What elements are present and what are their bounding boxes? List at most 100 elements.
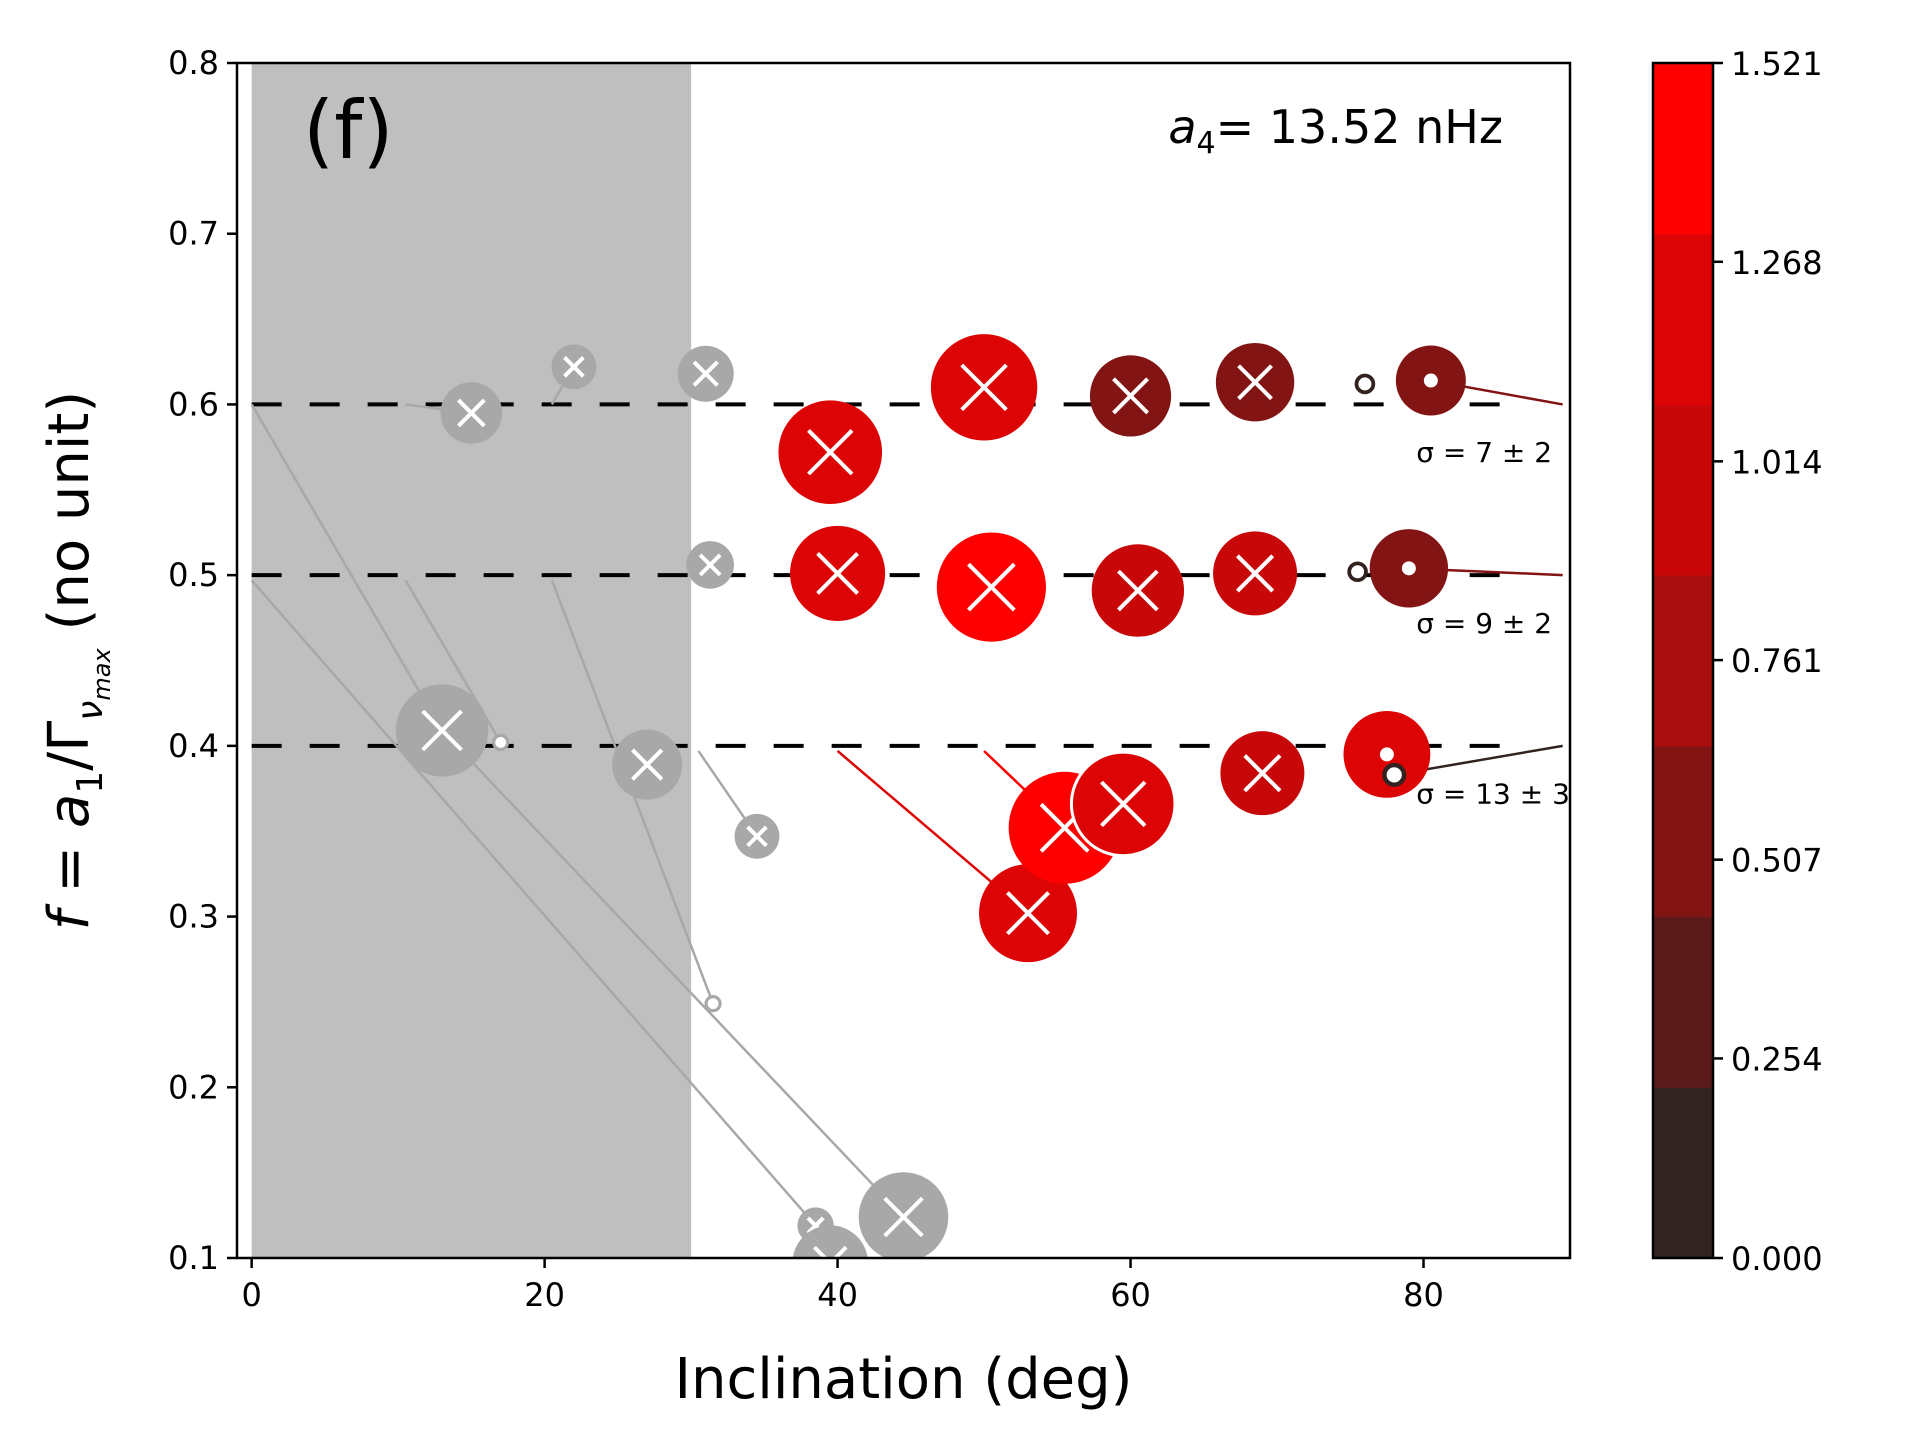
- point-ring: [492, 733, 510, 752]
- x-tick-label: 0: [241, 1276, 261, 1314]
- colorbar-segment-4: [1653, 404, 1713, 576]
- sigma-label-2: σ = 13 ± 3: [1416, 778, 1570, 811]
- data-point-4: [395, 684, 489, 777]
- point-ring: [1354, 373, 1376, 395]
- cross-stroke: [1237, 364, 1273, 401]
- x-tick-label: 60: [1110, 1276, 1151, 1314]
- colorbar-tick-label: 0.507: [1731, 842, 1823, 880]
- ylabel-prefix: f = a: [37, 794, 102, 931]
- data-point-21: [1213, 531, 1298, 616]
- colorbar-tick-label: 1.268: [1731, 244, 1823, 282]
- y-tick-label: 0.2: [168, 1068, 219, 1106]
- colorbar-tick-label: 0.254: [1731, 1040, 1823, 1078]
- cross-stroke: [807, 429, 854, 476]
- colorbar-tick-label: 1.014: [1731, 443, 1823, 481]
- point-dot: [1401, 561, 1416, 576]
- data-point-3: [686, 541, 734, 589]
- colorbar-segment-3: [1653, 575, 1713, 747]
- data-point-23: [1369, 529, 1449, 608]
- colorbar-segment-1: [1653, 916, 1713, 1088]
- colorbar-tick-label: 0.000: [1731, 1240, 1823, 1278]
- colorbar: 0.000 0.254 0.507 0.761 1.014 1.268 1.521: [1651, 45, 1823, 1278]
- ylabel-sub1: 1: [70, 771, 111, 794]
- ylabel-sub2: ν: [70, 701, 111, 721]
- connector-line-9: [250, 579, 817, 1227]
- colorbar-segment-0: [1653, 1087, 1713, 1259]
- colorbar-tick-label: 1.521: [1731, 45, 1823, 83]
- y-tick-label: 0.1: [168, 1239, 219, 1277]
- data-point-7: [734, 813, 780, 859]
- cross-stroke: [967, 562, 1016, 612]
- annotation-subscript: 4: [1197, 126, 1216, 161]
- ylabel-sub3: max: [88, 648, 116, 701]
- cross-stroke: [698, 553, 722, 577]
- data-point-5: [492, 733, 510, 752]
- cross-stroke: [816, 552, 859, 595]
- data-point-26: [1069, 750, 1177, 858]
- y-tick-label: 0.5: [168, 556, 219, 594]
- data-point-14: [1089, 355, 1172, 437]
- point-ring: [1382, 762, 1407, 787]
- connector-line-4: [250, 403, 444, 732]
- x-tick-label: 40: [817, 1276, 858, 1314]
- cross-stroke: [692, 360, 719, 387]
- cross-stroke: [1006, 891, 1051, 936]
- data-point-10: [792, 1225, 868, 1258]
- cross-stroke: [457, 398, 486, 428]
- cross-stroke: [832, 1245, 848, 1258]
- data-point-24: [979, 864, 1078, 963]
- data-point-22: [1347, 561, 1368, 583]
- data-point-27: [1220, 731, 1305, 816]
- y-tick-label: 0.8: [168, 44, 219, 82]
- y-axis-title: f = a1/Γνmax (no unit): [37, 391, 116, 931]
- annotation-symbol: a: [1168, 100, 1196, 154]
- data-point-0: [440, 382, 503, 444]
- colorbar-segment-6: [1653, 63, 1713, 235]
- data-point-1: [551, 344, 597, 390]
- cross-stroke: [1236, 554, 1275, 593]
- data-point-6: [612, 729, 683, 800]
- excluded-region: [251, 63, 692, 1258]
- point-ring: [1347, 561, 1368, 583]
- data-point-29: [1382, 762, 1407, 787]
- connector-line-11: [441, 729, 905, 1218]
- annotation-text: = 13.52 nHz: [1216, 100, 1503, 154]
- cross-stroke: [1100, 780, 1147, 828]
- cross-stroke: [631, 748, 664, 781]
- data-point-8: [704, 995, 722, 1013]
- y-tick-label: 0.3: [168, 898, 219, 936]
- x-tick-label: 80: [1403, 1276, 1444, 1314]
- cross-stroke: [1117, 569, 1159, 612]
- y-tick-label: 0.6: [168, 385, 219, 423]
- data-point-13: [930, 334, 1038, 441]
- cross-stroke: [1112, 377, 1150, 415]
- point-dot: [1379, 747, 1394, 762]
- colorbar-tick-label: 0.761: [1731, 642, 1823, 680]
- x-axis-title: Inclination (deg): [674, 1347, 1132, 1412]
- cross-stroke: [806, 1216, 825, 1235]
- x-tick-label: 20: [524, 1276, 565, 1314]
- data-point-17: [1395, 345, 1466, 416]
- cross-stroke: [812, 1245, 828, 1258]
- colorbar-segment-2: [1653, 745, 1713, 918]
- data-point-19: [936, 532, 1046, 642]
- ylabel-mid: /Γ: [37, 721, 102, 771]
- cross-stroke: [960, 363, 1008, 412]
- plot-area: σ = 7 ± 2 σ = 9 ± 2 σ = 13 ± 3: [250, 63, 1570, 1258]
- colorbar-segment-5: [1653, 233, 1713, 405]
- data-point-11: [858, 1172, 949, 1258]
- point-dot: [1423, 373, 1438, 388]
- data-point-18: [789, 525, 886, 622]
- cross-stroke: [421, 709, 463, 752]
- sigma-label-1: σ = 9 ± 2: [1416, 607, 1552, 640]
- data-point-20: [1091, 544, 1185, 637]
- y-tick-label: 0.4: [168, 727, 219, 765]
- ylabel-suffix: (no unit): [37, 391, 102, 649]
- cross-stroke: [563, 356, 585, 378]
- point-disc: [792, 1225, 868, 1258]
- sigma-label-0: σ = 7 ± 2: [1416, 436, 1552, 469]
- plot-frame: [235, 61, 1572, 1260]
- point-ring: [704, 995, 722, 1013]
- cross-stroke: [1243, 754, 1282, 793]
